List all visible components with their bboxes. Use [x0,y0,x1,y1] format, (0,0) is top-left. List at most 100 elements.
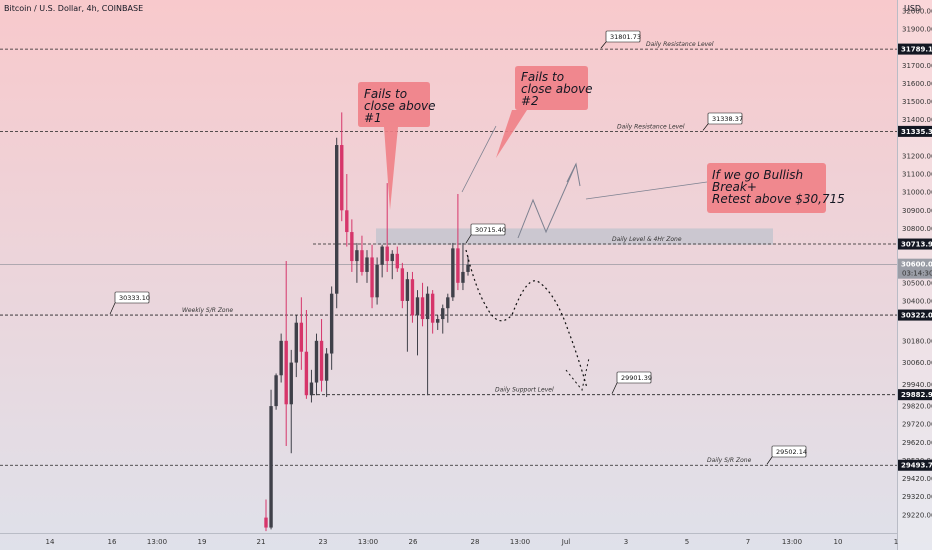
callout2-line2: close above [521,82,593,96]
y-tick-label: 30400.00 [902,297,932,305]
y-tick-label: 29320.00 [902,493,932,501]
level-price-box [707,112,743,125]
y-tick-label: 31100.00 [902,171,932,179]
candle-body [284,340,288,405]
current-price-layer: 30600.0903:14:30 [0,258,932,279]
y-tick-label: 30900.00 [902,207,932,215]
bullish-arrow-head [566,162,581,187]
y-tick-label: 31900.00 [902,26,932,34]
level-axis-tag [898,43,932,55]
callout1-line2: close above [364,99,436,113]
x-tick-label: 26 [409,538,418,546]
level-price-box-label: 29901.39 [621,374,652,382]
bearish-arrow-head [565,357,590,392]
chart-title: Bitcoin / U.S. Dollar, 4h, COINBASE [4,4,143,13]
y-axis-ticks: 32000.00 31900.00 31700.00 31600.00 31500.00… [902,7,932,519]
y-tick-label: 31200.00 [902,152,932,160]
candle-body [314,340,319,383]
level-axis-label: 31335.30 [901,128,932,136]
y-tick-label: 29720.00 [902,421,932,429]
callout3-line3: Retest above $30,715 [712,192,845,206]
candle-body [441,308,445,320]
candle-body [329,293,334,354]
bearish-projection-path [465,249,588,389]
level-price-box-label: 30715.40 [475,226,506,234]
candle-body [405,279,410,301]
callout1-bubble [358,82,430,210]
y-tick-label: 30060.00 [902,359,932,367]
currency-label: USD [904,4,921,13]
candle-body [304,351,309,396]
level-price-box-pointer [611,382,618,394]
candle-body [390,253,394,262]
x-tick-label: 13:00 [358,538,378,546]
candle-body [360,250,364,272]
callout2-line1: Fails to [521,70,564,84]
callout3-pointer-line [585,181,708,200]
level-price-box-pointer [766,456,773,465]
zone-layer [376,228,773,245]
callout2-bubble [496,66,588,158]
x-tick-label: Jul [561,538,571,546]
candle-body [446,297,450,309]
candle-body [365,257,369,272]
x-tick-label: 14 [46,538,55,546]
level-name-label: Weekly S/R Zone [182,307,233,314]
candle-body [324,353,329,381]
candle-body [466,264,470,272]
callout3-line2: Break+ [712,180,757,194]
level-axis-label: 31789.19 [901,46,932,54]
y-tick-label: 29420.00 [902,475,932,483]
level-axis-tag [898,238,932,250]
level-price-box-pointer [109,302,116,315]
candle-body [461,271,465,283]
candle-body [415,297,420,316]
candle-body [420,297,425,320]
level-name-label: Daily S/R Zone [707,457,752,464]
y-tick-label: 29620.00 [902,439,932,447]
candle-body [345,210,349,233]
x-axis-ticks: 14 16 13:00 19 21 23 13:00 26 28 13:00 Jul 3 5 7 13:00… [46,538,899,546]
candle-body [380,246,384,265]
level-price-box-label: 31338.37 [712,115,743,123]
level-axis-label: 29493.75 [901,462,932,470]
y-tick-label: 29820.00 [902,403,932,411]
y-tick-label: 30500.00 [902,279,932,287]
y-tick-label: 30180.00 [902,337,932,345]
callout2-pointer-line [461,125,497,193]
candle-body [370,257,374,298]
level-lines: Daily Resistance Level 31801.73 31789.19 Da… [0,30,932,471]
callout2-line3: #2 [521,94,539,108]
current-price-label: 30600.09 [901,261,932,269]
candle-body [319,340,324,381]
current-price-countdown: 03:14:30 [902,270,932,278]
level-price-box [771,445,807,458]
candle-body [299,322,304,352]
candle-body [309,382,314,396]
candle-body [294,322,298,363]
level-axis-tag [898,389,932,401]
x-tick-label: 19 [198,538,207,546]
level-axis-label: 29882.99 [901,391,932,399]
candle-body [410,279,415,316]
callout-fails-2: Fails to close above #2 [496,66,593,158]
candle-body [385,246,389,262]
level-price-box [470,223,506,236]
level-name-label: Daily Resistance Level [617,123,685,130]
x-tick-label: 21 [257,538,266,546]
level-axis-tag [898,309,932,321]
candle-body [395,253,399,269]
candle-body [264,517,268,528]
y-tick-label: 32000.00 [902,7,932,15]
y-tick-label: 30800.00 [902,225,932,233]
candle-body [425,293,430,320]
candle-body [436,319,440,323]
y-tick-label: 29220.00 [902,511,932,519]
x-tick-label: 13:00 [782,538,802,546]
candle-body [335,145,339,294]
level-price-box-pointer [465,234,472,244]
candle-body [430,293,435,323]
candle-body [456,248,460,283]
